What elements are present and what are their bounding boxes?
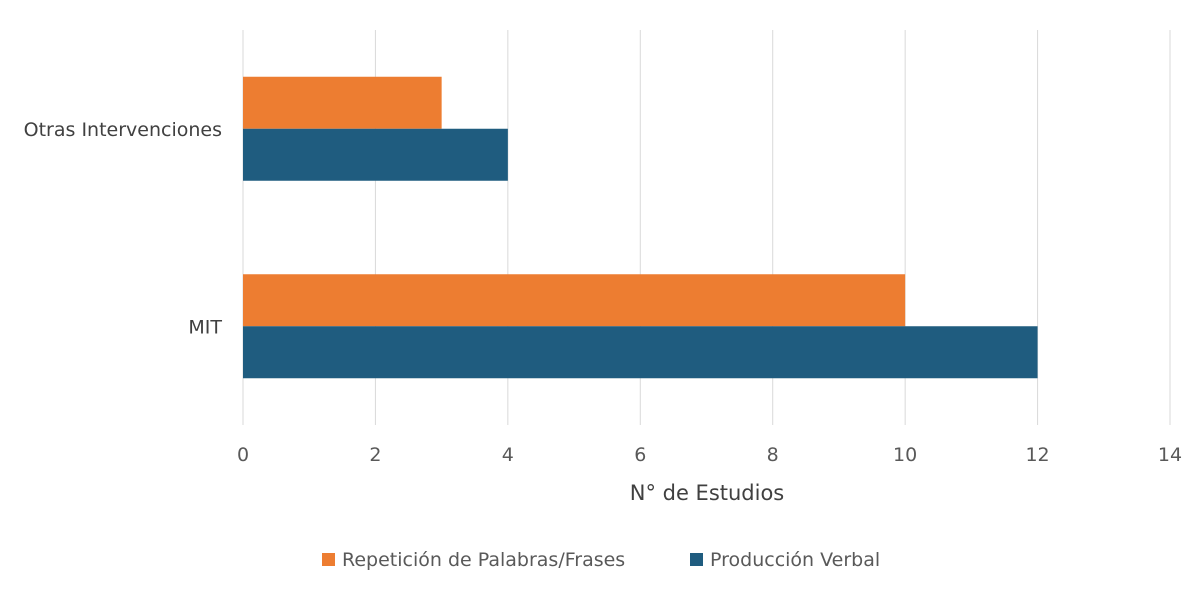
category-labels: Otras Intervenciones MIT <box>24 119 223 339</box>
legend-swatch <box>690 553 703 566</box>
bar <box>243 274 906 327</box>
x-tick-label: 6 <box>634 444 646 466</box>
bar <box>243 128 508 181</box>
legend-label: Producción Verbal <box>710 549 880 571</box>
x-tick-label: 12 <box>1025 444 1049 466</box>
x-tick-label: 8 <box>767 444 779 466</box>
bar <box>243 76 442 129</box>
x-tick-labels: 0 2 4 6 8 10 12 14 <box>237 444 1182 466</box>
legend: Repetición de Palabras/Frases Producción … <box>322 549 880 571</box>
x-tick-label: 14 <box>1158 444 1182 466</box>
legend-swatch <box>322 553 335 566</box>
category-label: MIT <box>188 316 222 338</box>
x-tick-label: 2 <box>369 444 381 466</box>
x-tick-label: 0 <box>237 444 249 466</box>
category-label: Otras Intervenciones <box>24 119 222 141</box>
bar <box>243 326 1038 379</box>
x-axis-title: N° de Estudios <box>630 481 785 505</box>
x-tick-label: 10 <box>893 444 917 466</box>
bars <box>243 76 1038 379</box>
x-tick-label: 4 <box>502 444 514 466</box>
legend-label: Repetición de Palabras/Frases <box>342 549 625 571</box>
